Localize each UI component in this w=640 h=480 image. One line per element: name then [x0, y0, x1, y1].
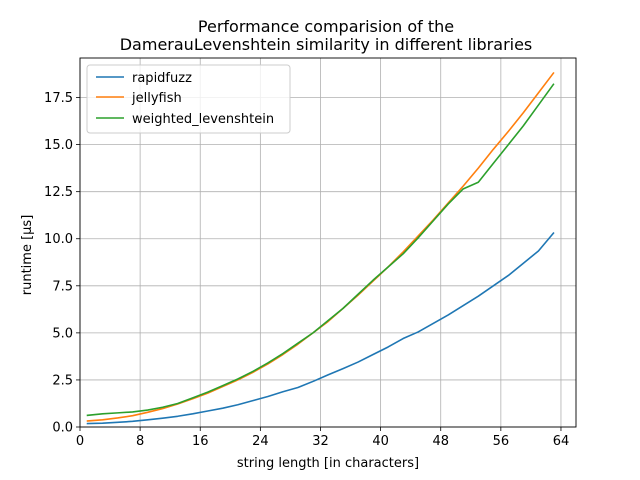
y-tick-label: 10.0	[44, 232, 73, 247]
series-line-weighted-levenshtein	[86, 83, 555, 417]
x-tick-label: 64	[553, 434, 570, 449]
legend: rapidfuzz jellyfish weighted_levenshtein	[86, 64, 291, 134]
y-tick-label: 0.0	[52, 421, 73, 436]
y-tick-label: 17.5	[44, 91, 73, 106]
chart-title-line-2: DamerauLevenshtein similarity in differe…	[120, 35, 533, 54]
x-tick-label: 32	[312, 434, 329, 449]
legend-label-weighted-levenshtein: weighted_levenshtein	[132, 112, 274, 127]
x-tick-label: 0	[76, 434, 84, 449]
legend-label-rapidfuzz: rapidfuzz	[132, 71, 192, 86]
y-tick-label: 15.0	[44, 138, 73, 153]
x-tick-label: 40	[372, 434, 389, 449]
x-tick-label: 16	[192, 434, 209, 449]
series-line-rapidfuzz	[86, 231, 555, 425]
plot-frame	[79, 57, 577, 428]
y-tick-label: 5.0	[52, 326, 73, 341]
x-tick-label: 24	[252, 434, 269, 449]
chart-title-line-1: Performance comparision of the	[198, 17, 454, 36]
y-tick-label: 12.5	[44, 185, 73, 200]
y-tick-label: 7.5	[52, 279, 73, 294]
x-tick-label: 48	[432, 434, 449, 449]
x-tick-label: 8	[136, 434, 144, 449]
legend-box	[86, 64, 291, 134]
x-axis-label: string length [in characters]	[237, 456, 419, 471]
axis-ticks: 0 8 16 24 32 40 48 56 64 0.0 2.5 5.0 7.5 10.0 12.5 15.0…	[44, 91, 569, 449]
legend-label-jellyfish: jellyfish	[131, 91, 182, 106]
y-axis-label: runtime [µs]	[20, 215, 35, 296]
series-lines	[86, 71, 555, 425]
x-tick-label: 56	[493, 434, 510, 449]
y-tick-label: 2.5	[52, 373, 73, 388]
